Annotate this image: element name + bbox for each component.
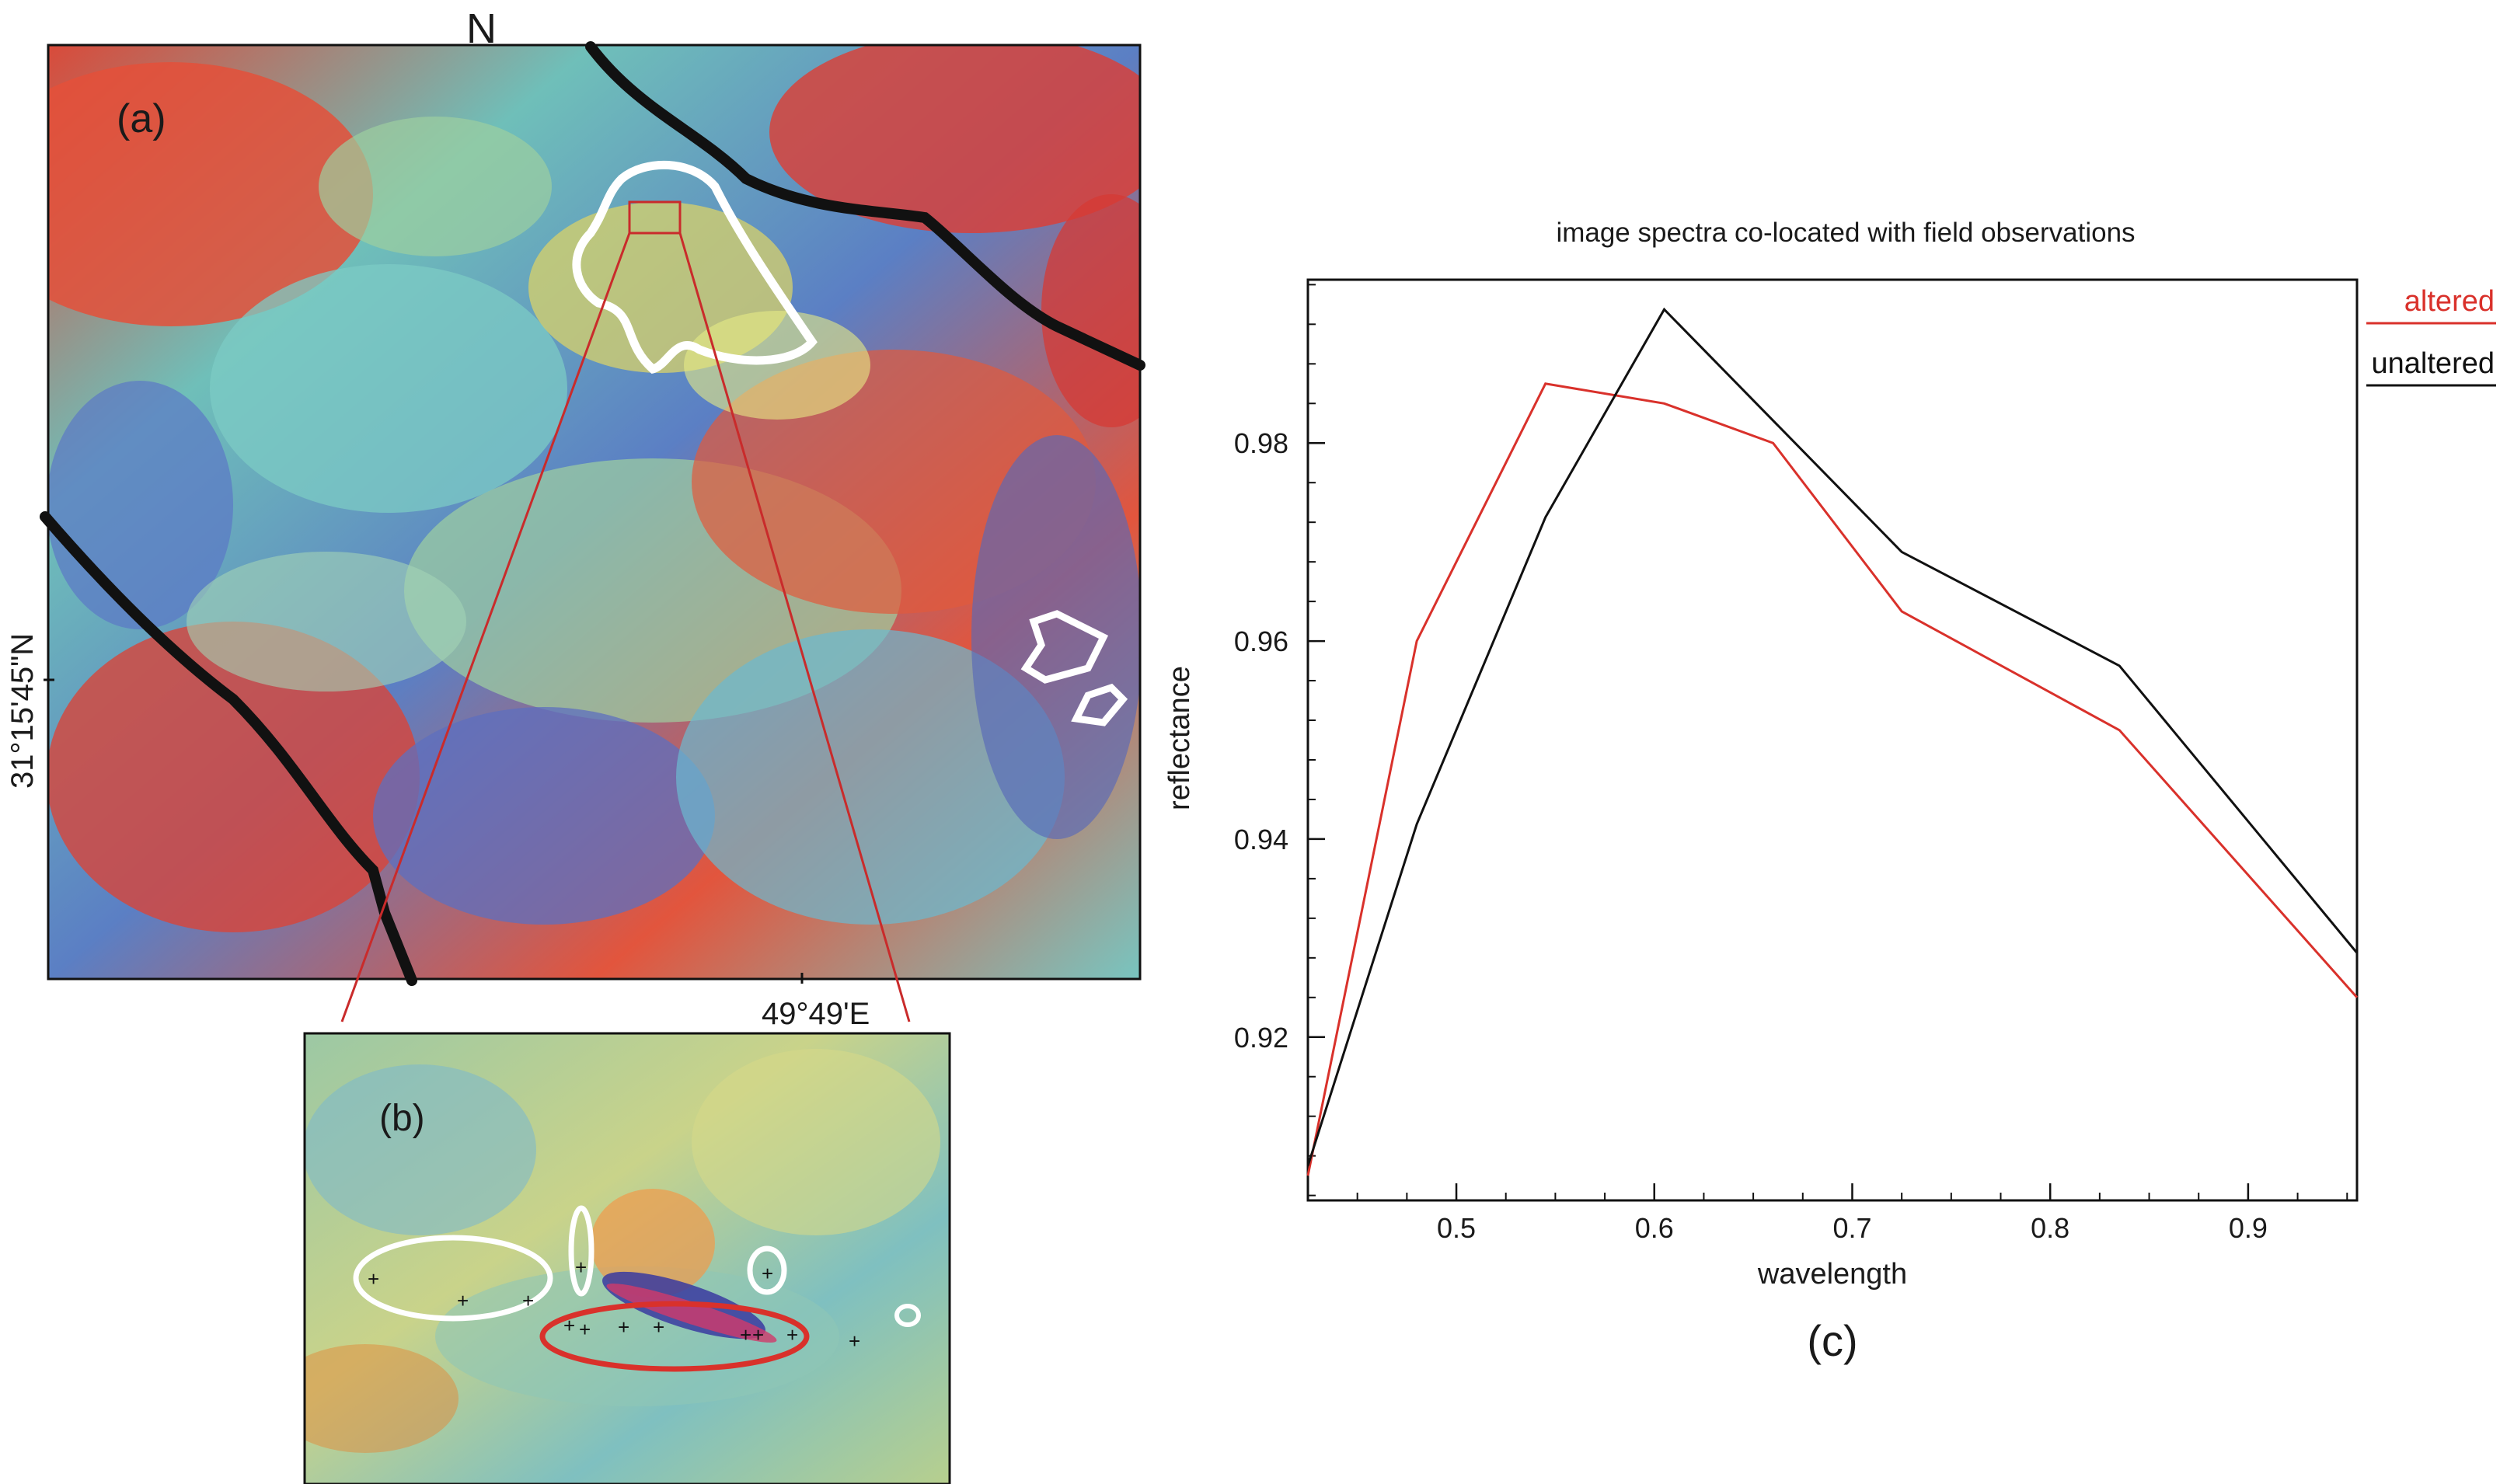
secondary-zone-outline-2 [1071, 683, 1128, 726]
x-tick-label: 0.7 [1832, 1212, 1871, 1244]
chart-panel-label: (c) [1807, 1316, 1857, 1365]
inset-image [305, 1033, 950, 1484]
series-lines [1306, 307, 2359, 1176]
x-tick-label: 0.8 [2031, 1212, 2069, 1244]
x-axis-label: wavelength [1757, 1258, 1907, 1291]
altered-obs-ellipse [539, 1301, 810, 1372]
y-axis: 0.92 0.94 0.96 0.98 [1234, 284, 1325, 1197]
map-panel: (a) N 31°15'45"N 49°49'E [5, 5, 1145, 1031]
svg-text:+: + [740, 1323, 751, 1346]
field-obs-ellipse-3 [747, 1245, 787, 1295]
legend-label-altered: altered [2404, 285, 2495, 318]
zoom-box [628, 200, 682, 235]
svg-text:+: + [457, 1289, 469, 1312]
zoom-line-right [678, 232, 911, 1022]
x-tick-label: 0.9 [2229, 1212, 2268, 1244]
plot-frame [1306, 278, 2359, 1202]
field-obs-ellipse-2 [568, 1205, 594, 1297]
fault-line-south [40, 511, 417, 986]
latitude-label: 31°15'45"N [5, 633, 40, 789]
chart-title: image spectra co-located with field obse… [1556, 218, 2135, 248]
inset-panel-label: (b) [379, 1098, 425, 1139]
map-image [48, 45, 1140, 979]
svg-text:+: + [762, 1262, 773, 1285]
inset-panel: (b) ++ + ++ + + + + + + + + [303, 1032, 951, 1484]
legend-label-unaltered: unaltered [2372, 347, 2495, 380]
legend: altered unaltered [2366, 285, 2496, 387]
x-axis: 0.5 0.6 0.7 0.8 0.9 [1307, 1183, 2348, 1244]
y-tick-label: 0.92 [1234, 1022, 1288, 1054]
altered-zone-outline [572, 160, 818, 374]
north-label: N [466, 5, 497, 52]
svg-text:+: + [575, 1256, 587, 1279]
spectra-chart: image spectra co-located with field obse… [1163, 218, 2496, 1365]
x-tick-label: 0.6 [1635, 1212, 1674, 1244]
y-axis-label: reflectance [1163, 666, 1196, 810]
longitude-label: 49°49'E [762, 997, 870, 1031]
svg-text:+: + [563, 1314, 575, 1337]
secondary-zone-outline [1020, 610, 1109, 684]
series-line-altered [1306, 382, 2359, 1176]
svg-text:+: + [522, 1289, 534, 1312]
svg-text:+: + [849, 1329, 860, 1353]
svg-text:+: + [752, 1323, 764, 1346]
fault-line-north [585, 41, 1145, 371]
zoom-line-left [340, 232, 631, 1022]
field-obs-ellipse-1 [353, 1235, 553, 1322]
map-panel-label: (a) [117, 96, 166, 141]
field-points: ++ + ++ + + + + + + + + [368, 1256, 860, 1353]
field-obs-ellipse-4 [894, 1304, 921, 1327]
y-tick-label: 0.94 [1234, 824, 1288, 855]
series-line-unaltered [1306, 307, 2359, 1166]
y-tick-label: 0.96 [1234, 625, 1288, 657]
y-tick-label: 0.98 [1234, 427, 1288, 459]
svg-text:+: + [618, 1315, 629, 1339]
svg-text:+: + [579, 1318, 591, 1341]
svg-text:+: + [786, 1323, 798, 1346]
svg-text:+: + [368, 1267, 379, 1291]
svg-text:+: + [653, 1315, 664, 1339]
x-tick-label: 0.5 [1437, 1212, 1476, 1244]
